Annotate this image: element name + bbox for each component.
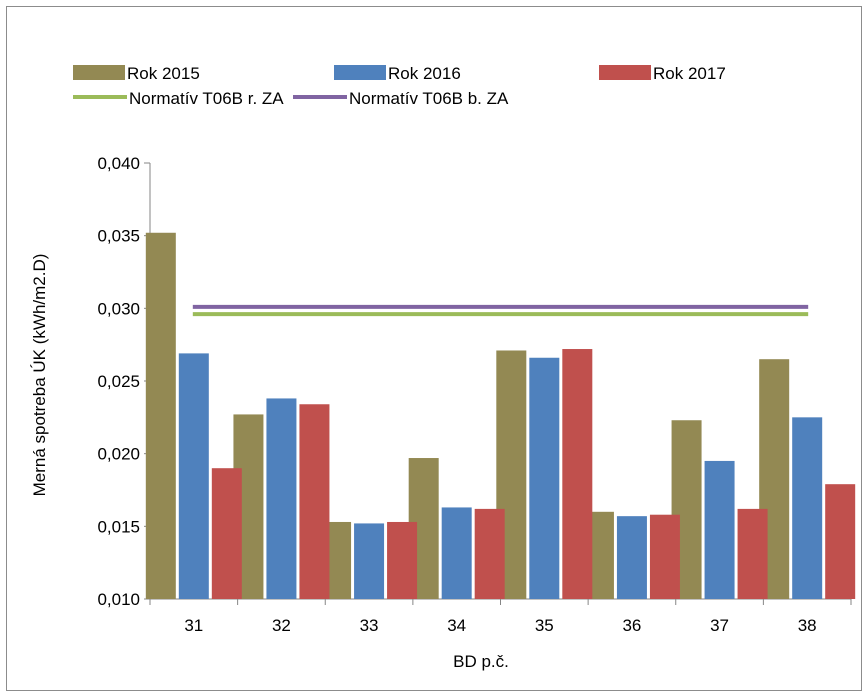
x-axis-title: BD p.č. [453, 652, 509, 671]
legend-label: Rok 2017 [653, 64, 726, 83]
y-axis-title: Merná spotreba ÚK (kWh/m2.D) [30, 254, 49, 497]
bar-rok-2017-36 [649, 514, 680, 599]
legend-label: Rok 2016 [388, 64, 461, 83]
bar-rok-2016-33 [354, 523, 385, 599]
bar-rok-2016-31 [178, 353, 209, 599]
legend-label: Normatív T06B r. ZA [129, 89, 284, 108]
y-tick-label: 0,025 [97, 372, 140, 391]
x-tick-label: 34 [447, 616, 466, 635]
y-tick-label: 0,015 [97, 517, 140, 536]
x-tick-label: 38 [798, 616, 817, 635]
bar-rok-2016-38 [792, 417, 823, 599]
legend-swatch [334, 65, 386, 80]
bar-rok-2016-35 [529, 357, 560, 599]
bar-rok-2016-32 [266, 398, 297, 599]
x-tick-label: 36 [622, 616, 641, 635]
bar-rok-2016-36 [616, 516, 647, 599]
y-tick-label: 0,035 [97, 227, 140, 246]
x-tick-label: 35 [535, 616, 554, 635]
bar-rok-2016-34 [441, 507, 472, 599]
legend: Rok 2015 Rok 2016 Rok 2017 Normatív T06B r.… [73, 64, 726, 108]
bar-rok-2017-37 [737, 508, 768, 599]
chart-svg: Rok 2015 Rok 2016 Rok 2017 Normatív T06B r.… [30, 64, 856, 671]
bar-rok-2017-35 [562, 349, 593, 599]
y-tick-label: 0,040 [97, 154, 140, 173]
x-tick-label: 37 [710, 616, 729, 635]
legend-label: Rok 2015 [127, 64, 200, 83]
y-tick-label: 0,030 [97, 299, 140, 318]
bar-rok-2017-34 [474, 508, 505, 599]
x-tick-label: 32 [272, 616, 291, 635]
x-tick-label: 33 [360, 616, 379, 635]
x-tick-label: 31 [184, 616, 203, 635]
x-axis: 31 32 33 34 35 36 37 38 [149, 598, 852, 635]
reference-lines [192, 304, 809, 317]
bar-rok-2015-31 [145, 232, 176, 599]
bar-rok-2017-33 [387, 521, 418, 599]
y-axis: 0,010 0,015 0,020 0,025 0,030 0,035 0,040 [97, 154, 151, 609]
legend-label: Normatív T06B b. ZA [349, 89, 509, 108]
y-tick-label: 0,010 [97, 590, 140, 609]
y-tick-label: 0,020 [97, 445, 140, 464]
chart-frame: Rok 2015 Rok 2016 Rok 2017 Normatív T06B r.… [6, 6, 862, 691]
bar-rok-2017-32 [299, 404, 330, 599]
bars [145, 232, 856, 599]
bar-rok-2017-38 [825, 484, 856, 599]
bar-rok-2017-31 [211, 468, 242, 599]
bar-rok-2016-37 [704, 460, 735, 599]
legend-swatch [73, 65, 125, 80]
legend-swatch [599, 65, 651, 80]
